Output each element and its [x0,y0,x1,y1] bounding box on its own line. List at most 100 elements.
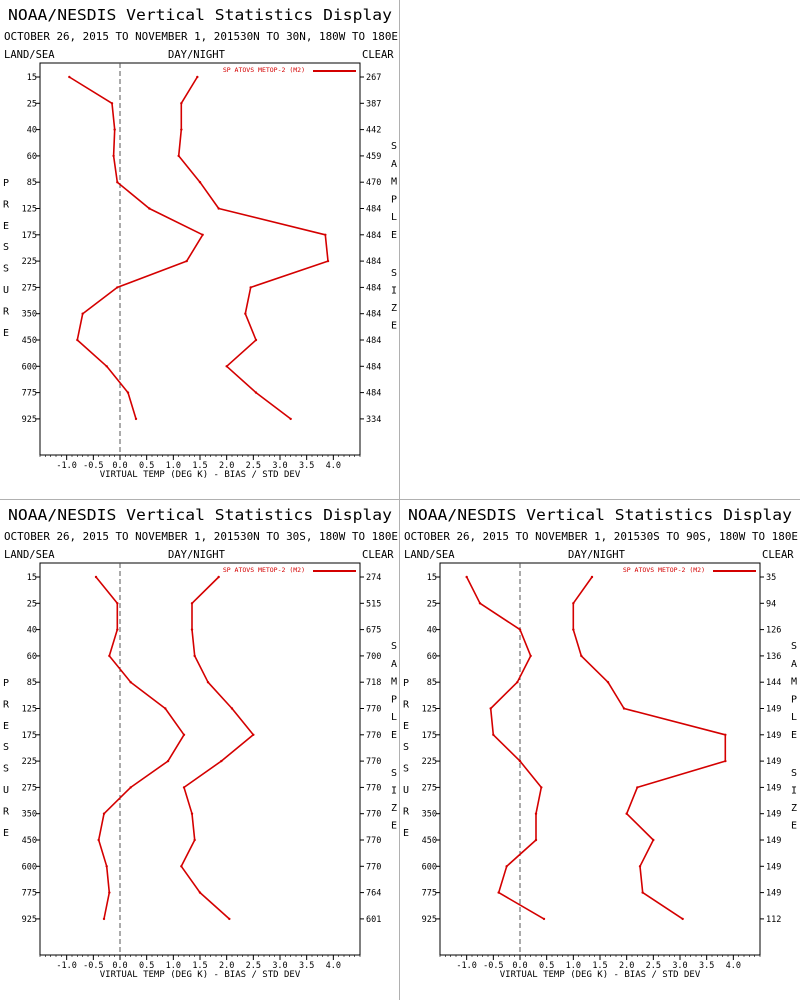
x-tick-label: 2.0 [219,961,234,971]
sample-size-label: 601 [366,915,381,925]
bias-point [478,602,482,605]
sample-size-label: 770 [366,705,381,715]
pressure-tick-label: 175 [22,231,37,241]
std-dev-point [190,628,194,631]
bias-point [134,417,138,421]
chart-panel-top-left: NOAA/NESDIS Vertical Statistics Display O… [0,0,400,500]
size-axis-letter: S [791,768,797,779]
x-tick-label: -1.0 [56,961,76,971]
size-axis-letter: S [391,268,397,279]
pressure-axis-letter: S [403,742,409,753]
chart-panel-bottom-right: NOAA/NESDIS Vertical Statistics Display O… [400,500,800,1000]
sample-size-label: 484 [366,336,381,346]
sample-axis-letter: E [391,230,397,241]
bias-point [116,181,119,184]
chart-title: NOAA/NESDIS Vertical Statistics Display [408,506,792,524]
legend-label: SP ATOVS METOP-2 (M2) [223,566,305,574]
size-axis-letter: E [391,321,397,332]
std-dev-point [198,891,202,894]
pressure-axis-letter: E [3,328,9,339]
sample-axis-letter: A [791,659,797,670]
bias-point [105,865,108,868]
pressure-tick-label: 175 [22,731,37,741]
size-axis-letter: Z [791,803,797,814]
x-tick-label: 0.5 [139,461,154,471]
pressure-tick-label: 40 [27,626,37,636]
pressure-tick-label: 350 [422,810,437,820]
sample-axis-letter: S [791,641,797,652]
std-dev-point [193,654,196,658]
pressure-tick-label: 775 [22,389,37,399]
pressure-tick-label: 600 [22,362,37,372]
pressure-axis-letter: E [3,221,9,232]
sample-axis-letter: L [791,712,797,723]
std-dev-point [220,759,223,763]
bias-point [110,102,114,105]
pressure-axis-letter: S [3,764,9,775]
std-dev-point [289,417,292,421]
pressure-tick-label: 775 [422,889,437,899]
sample-size-label: 136 [766,652,781,662]
std-dev-point [622,707,626,710]
std-dev-point [230,707,234,710]
pressure-axis-letter: R [3,699,10,710]
sample-axis-letter: S [391,141,397,152]
size-axis-letter: S [391,768,397,779]
pressure-axis-letter: E [3,828,9,839]
std-dev-point [182,786,186,789]
std-dev-line [177,76,329,420]
bias-point [465,575,468,579]
chart-date-range: OCTOBER 26, 2015 TO NOVEMBER 1, 2015 [4,531,240,543]
sample-size-label: 459 [366,152,381,162]
bias-point [116,602,119,605]
std-dev-point [190,602,194,605]
std-dev-point [606,681,610,684]
sample-size-label: 770 [366,836,381,846]
pressure-tick-label: 600 [22,862,37,872]
clear-label: CLEAR [362,549,394,561]
pressure-tick-label: 85 [427,678,437,688]
std-dev-line [572,576,727,920]
bias-point [94,575,98,579]
pressure-tick-label: 125 [22,205,37,215]
sample-axis-letter: L [391,712,397,723]
bias-point [164,707,167,710]
sample-size-label: 149 [766,783,781,793]
std-dev-point [190,812,194,815]
sample-size-label: 387 [366,99,381,109]
std-dev-point [206,681,210,684]
sample-size-label: 484 [366,389,381,399]
sample-size-label: 770 [366,862,381,872]
sample-size-label: 334 [366,415,381,425]
pressure-tick-label: 85 [27,178,37,188]
sample-size-label: 484 [366,283,381,293]
std-dev-line [180,576,255,920]
pressure-axis-letter: E [403,721,409,732]
sample-axis-letter: P [391,694,397,705]
std-dev-point [625,812,628,815]
pressure-tick-label: 60 [427,652,437,662]
sample-size-label: 274 [366,573,381,583]
land-sea-label: LAND/SEA [4,49,55,61]
chart-svg: NOAA/NESDIS Vertical Statistics Display O… [3,506,398,980]
pressure-tick-label: 15 [427,573,437,583]
std-dev-point [724,759,727,763]
sample-size-label: 718 [366,678,381,688]
bias-point [129,786,132,789]
sample-size-label: 770 [366,783,381,793]
panel-divider-vertical [399,0,400,1000]
bias-point [116,286,119,289]
x-tick-label: 0.0 [112,461,127,471]
pressure-tick-label: 925 [422,915,437,925]
sample-axis-letter: M [391,677,397,688]
pressure-tick-label: 25 [27,99,37,109]
std-dev-point [324,233,327,236]
pressure-axis-letter: S [3,264,9,275]
pressure-tick-label: 450 [422,836,437,846]
pressure-tick-label: 350 [22,810,37,820]
sample-size-label: 484 [366,231,381,241]
pressure-axis-letter: R [403,806,410,817]
bias-point [129,681,132,684]
pressure-tick-label: 125 [22,705,37,715]
x-tick-label: 2.0 [219,461,234,471]
